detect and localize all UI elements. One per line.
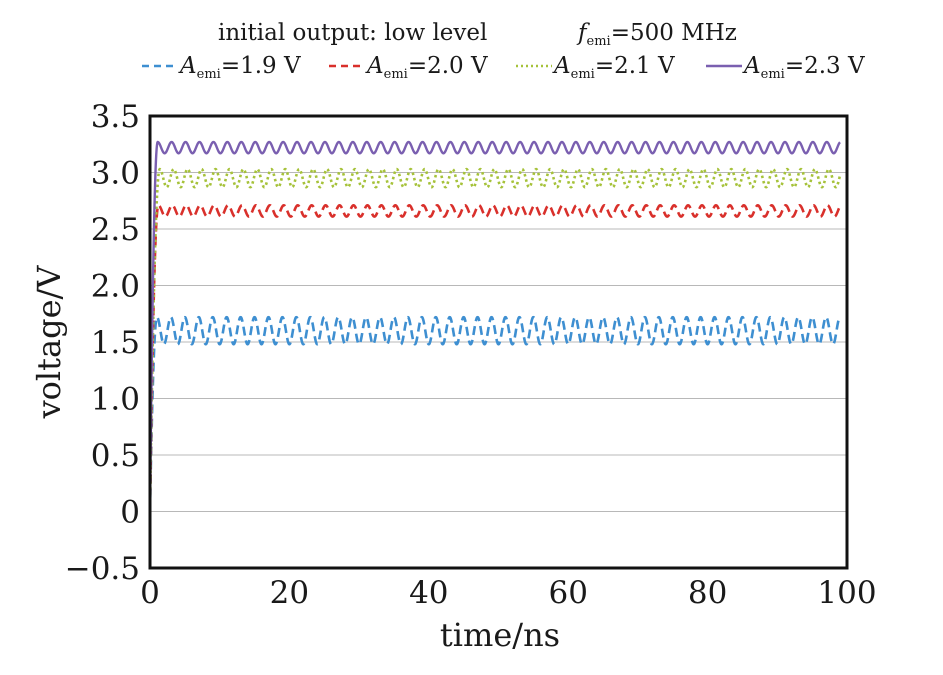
legend-label: Aemi=1.9 V xyxy=(178,53,301,82)
legend: Aemi=1.9 V Aemi=2.0 V Aemi=2.1 V Aemi=2.3 V xyxy=(142,53,865,82)
y-axis-label: voltage/V xyxy=(30,265,68,420)
series-line-1 xyxy=(148,315,841,512)
plot-frame xyxy=(148,114,849,570)
y-tick-label: 1.0 xyxy=(91,382,140,418)
x-tick-label: 0 xyxy=(140,575,160,611)
condition-label: initial output: low level xyxy=(218,20,487,46)
legend-label: Aemi=2.0 V xyxy=(365,53,488,82)
x-tick-labels: 0 20 40 60 80 100 xyxy=(140,575,876,611)
legend-label: Aemi=2.3 V xyxy=(742,53,865,82)
y-tick-labels: −0.5 0 0.5 1.0 1.5 2.0 2.5 3.0 3.5 xyxy=(65,99,140,587)
y-tick-label: 0.5 xyxy=(91,438,140,474)
x-tick-label: 20 xyxy=(270,575,309,611)
y-tick-label: −0.5 xyxy=(65,551,140,587)
series-line-3 xyxy=(148,167,842,512)
y-tick-label: 2.0 xyxy=(91,269,140,305)
y-tick-label: 3.5 xyxy=(91,99,140,135)
series-layer xyxy=(148,140,842,512)
x-tick-label: 80 xyxy=(688,575,727,611)
x-tick-label: 100 xyxy=(817,575,876,611)
x-tick-label: 60 xyxy=(548,575,587,611)
y-tick-label: 1.5 xyxy=(91,325,140,361)
x-axis-label: time/ns xyxy=(440,616,560,654)
frequency-subscript: emi xyxy=(587,34,611,49)
x-tick-label: 40 xyxy=(409,575,448,611)
y-tick-label: 2.5 xyxy=(91,212,140,248)
y-tick-label: 0 xyxy=(120,495,140,531)
frequency-value: =500 MHz xyxy=(611,20,737,46)
series-line-2 xyxy=(148,203,842,512)
legend-label: Aemi=2.1 V xyxy=(552,53,675,82)
series-line-4 xyxy=(148,140,841,512)
frequency-symbol: f xyxy=(576,20,590,46)
y-tick-label: 3.0 xyxy=(91,156,140,192)
frequency-label: femi=500 MHz xyxy=(576,20,737,49)
